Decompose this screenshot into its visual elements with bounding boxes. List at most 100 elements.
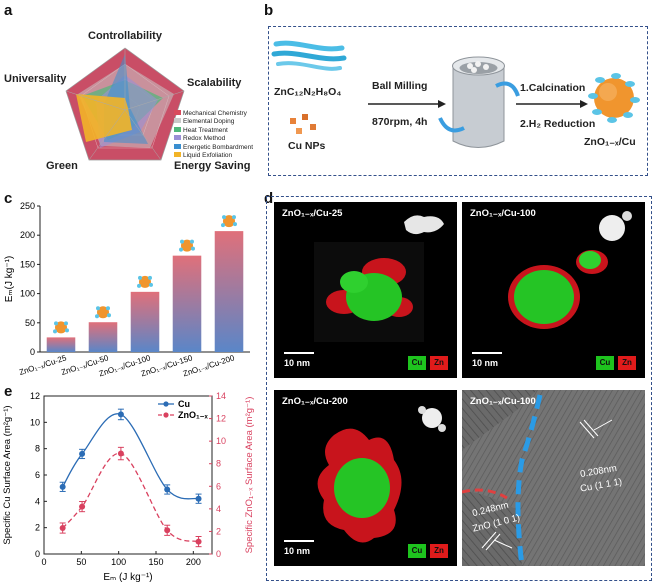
y2-tick-label: 4	[216, 504, 221, 514]
x-tick-label: 150	[148, 557, 163, 567]
scale-bar-label: 10 nm	[472, 358, 499, 368]
panel-label-c: c	[4, 190, 13, 207]
y2-tick-label: 12	[216, 414, 226, 424]
y-tick-label: 200	[20, 230, 35, 240]
line-chart-surface-area: 0 2 4 6 8 10 12 0 2 4 6 8 10 12 14 0 50 100 150 200 CuZnO₁₋ₓ…	[2, 391, 255, 583]
cu-channel-tag: Cu	[408, 544, 426, 558]
bar	[46, 337, 76, 352]
product-label: ZnO₁₋ₓ/Cu	[584, 136, 636, 148]
data-point	[79, 503, 86, 510]
bar	[214, 231, 244, 352]
tile-title: ZnO₁₋ₓ/Cu-100	[470, 396, 536, 407]
panel-label-e: e	[4, 383, 13, 400]
data-point	[164, 486, 171, 493]
y-tick-label: 4	[35, 496, 40, 506]
legend-label: Energetic Bombardment	[183, 143, 254, 151]
x-tick-label: ZnO₁₋ₓ/Cu-25	[18, 353, 68, 377]
milling-condition-label: 870rpm, 4h	[372, 116, 428, 128]
hrtem-image-cu-100: ZnO₁₋ₓ/Cu-100 0.208nm Cu (1 1 1) 0.248nm…	[462, 390, 645, 566]
legend-label: Liquid Exfoliation	[183, 152, 233, 160]
particle-icon	[179, 239, 195, 252]
tile-title: ZnO₁₋ₓ/Cu-100	[470, 208, 536, 219]
data-point	[59, 483, 66, 490]
y2-tick-label: 14	[216, 391, 226, 401]
legend-item: Mechanical Chemistry	[174, 110, 253, 118]
radar-axis-scalability: Scalability	[187, 77, 242, 89]
y2-axis-label: Specific ZnO₁₋ₓ Surface Area (m²g⁻¹)	[244, 397, 255, 554]
legend-item: Liquid Exfoliation	[174, 152, 253, 160]
radar-axis-energy-saving: Energy Saving	[174, 160, 251, 172]
ball-milling-label: Ball Milling	[372, 80, 428, 92]
legend-label: Cu	[178, 399, 190, 409]
y-axis-label: Specific Cu Surface Area (m²g⁻¹)	[2, 405, 13, 544]
legend-item: Energetic Bombardment	[174, 143, 254, 152]
x-tick-label: 100	[111, 557, 126, 567]
cu-nps-label: Cu NPs	[288, 140, 326, 152]
particle-icon	[221, 215, 237, 228]
y-tick-label: 8	[35, 444, 40, 454]
scale-bar-label: 10 nm	[284, 358, 311, 368]
y-tick-label: 0	[35, 549, 40, 559]
cu-channel-tag: Cu	[596, 356, 614, 370]
y2-tick-label: 10	[216, 436, 226, 446]
y-tick-label: 100	[20, 289, 35, 299]
x-axis-label: Eₘ (J kg⁻¹)	[103, 572, 152, 583]
zn-channel-tag: Zn	[430, 544, 448, 558]
panel-label-a: a	[4, 2, 13, 19]
precursor-ribbons-icon	[271, 40, 347, 71]
data-point	[79, 450, 86, 457]
radar-axis-controllability: Controllability	[88, 30, 162, 42]
scale-bar	[472, 352, 502, 354]
panel-d-frame	[266, 196, 652, 581]
data-point	[195, 495, 202, 502]
panel-label-d: d	[264, 190, 274, 207]
legend-label: Redox Method	[183, 135, 226, 143]
x-tick-label: 50	[76, 557, 86, 567]
zno-cu-particle-icon	[588, 73, 640, 123]
y-tick-label: 2	[35, 523, 40, 533]
radar-axis-green: Green	[46, 160, 78, 172]
bar	[130, 291, 160, 352]
h2-reduction-label: 2.H₂ Reduction	[520, 118, 596, 130]
bar	[172, 255, 202, 352]
y-tick-label: 0	[30, 347, 35, 357]
y2-tick-label: 2	[216, 526, 221, 536]
scale-bar	[284, 540, 314, 542]
data-point	[59, 525, 66, 532]
radar-chart	[65, 47, 185, 161]
x-tick-label: 0	[41, 557, 46, 567]
legend-label: Elemental Doping	[183, 118, 235, 126]
legend-label: Heat Treatment	[183, 126, 228, 134]
legend-item: Heat Treatment	[174, 126, 253, 135]
y-tick-label: 12	[30, 391, 40, 401]
panel-label-b: b	[264, 2, 274, 19]
eds-map-cu-100: ZnO₁₋ₓ/Cu-100 10 nm Cu Zn	[462, 202, 645, 378]
particle-icon	[95, 306, 111, 319]
legend-item: Elemental Doping	[174, 118, 253, 126]
y-tick-label: 50	[25, 318, 35, 328]
y-tick-label: 10	[30, 417, 40, 427]
zno-boundary-dashed-line	[462, 488, 508, 500]
y-axis-label: Eₘ(J kg⁻¹)	[4, 256, 15, 303]
data-point	[195, 538, 202, 545]
zn-channel-tag: Zn	[430, 356, 448, 370]
legend-item: Redox Method	[174, 135, 253, 143]
legend-marker	[163, 412, 169, 418]
y2-tick-label: 6	[216, 481, 221, 491]
eds-map-cu-25: ZnO₁₋ₓ/Cu-25 10 nm Cu Zn	[274, 202, 457, 378]
interface-dashed-line	[515, 394, 543, 566]
y2-tick-label: 0	[216, 549, 221, 559]
eds-map-cu-200: ZnO₁₋ₓ/Cu-200 10 nm Cu Zn	[274, 390, 457, 566]
y-tick-label: 250	[20, 201, 35, 211]
scale-bar	[284, 352, 314, 354]
calcination-label: 1.Calcination	[520, 82, 586, 94]
ball-mill-jar-icon	[438, 56, 520, 148]
bar-chart-em: 050100150200250ZnO₁₋ₓ/Cu-25ZnO₁₋ₓ/Cu-50Z…	[4, 201, 250, 378]
radar-axis-universality: Universality	[4, 73, 67, 85]
precursor-label: ZnC₁₂N₂H₈O₄	[274, 86, 342, 98]
legend-label: Mechanical Chemistry	[183, 110, 247, 117]
scale-bar-label: 10 nm	[284, 546, 311, 556]
legend-marker	[163, 401, 169, 407]
data-point	[117, 411, 124, 418]
particle-icon	[137, 275, 153, 288]
